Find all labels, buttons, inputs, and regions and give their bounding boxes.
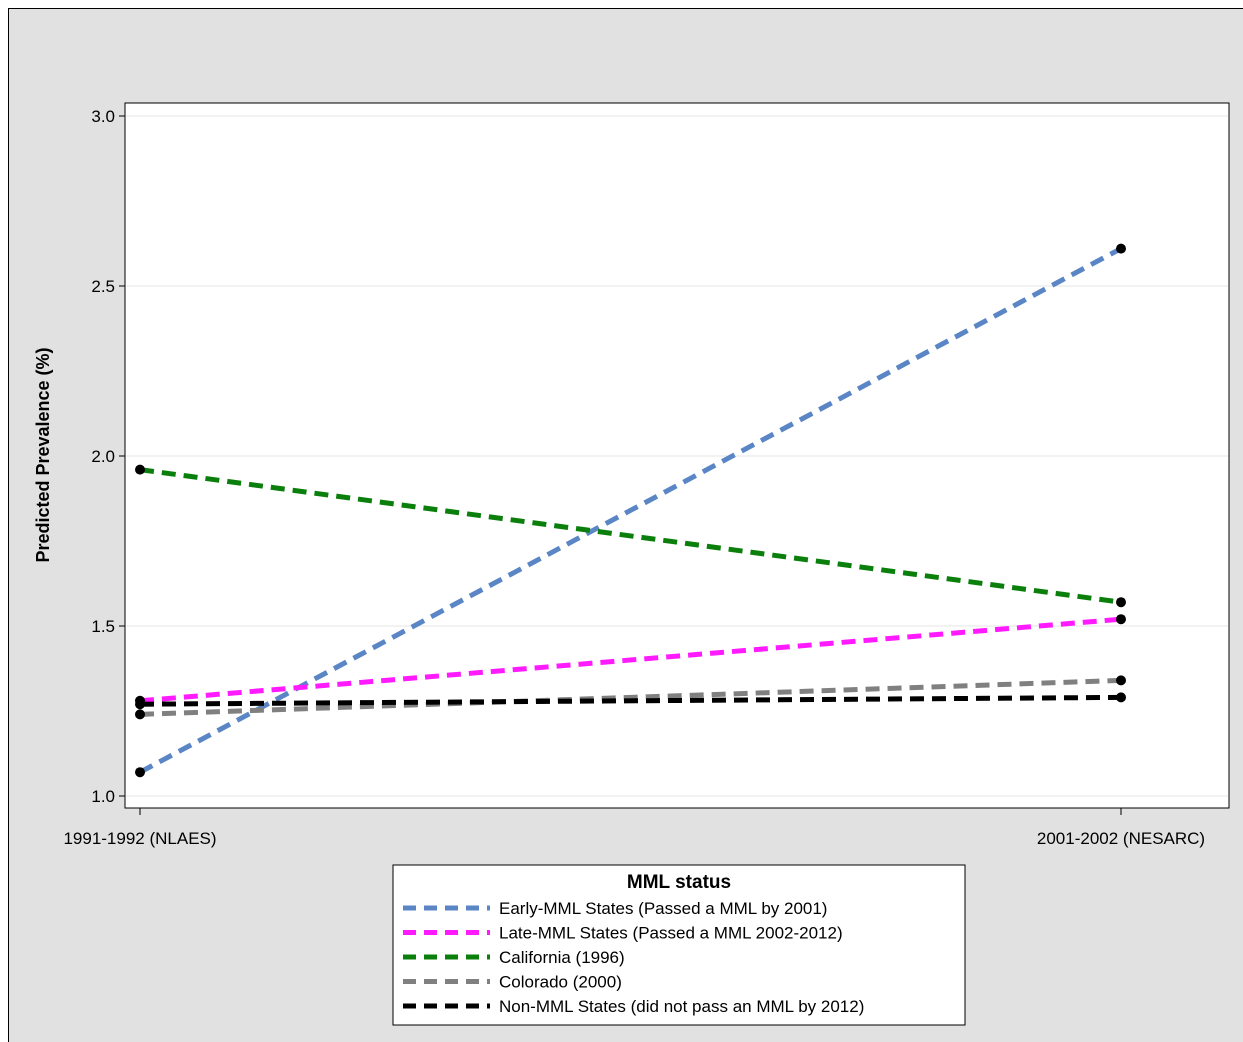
series-line-4 xyxy=(139,677,1122,717)
data-point xyxy=(135,699,145,710)
data-point xyxy=(135,709,145,720)
series-line-3 xyxy=(139,467,1122,605)
data-point xyxy=(1116,243,1126,254)
series-lines xyxy=(138,246,1123,775)
legend-label: Late-MML States (Passed a MML 2002-2012) xyxy=(499,924,843,943)
series-line-5 xyxy=(139,694,1122,707)
data-point xyxy=(1116,675,1126,686)
legend-label: Non-MML States (did not pass an MML by 2… xyxy=(499,997,864,1016)
legend-label: California (1996) xyxy=(499,948,625,967)
data-point xyxy=(135,464,145,475)
legend-label: Early-MML States (Passed a MML by 2001) xyxy=(499,899,827,918)
data-point xyxy=(1116,597,1126,608)
y-tick-label: 3.0 xyxy=(91,107,115,126)
data-point xyxy=(1116,692,1126,703)
y-tick-label: 2.5 xyxy=(91,277,115,296)
data-points xyxy=(135,243,1126,778)
data-point xyxy=(1116,614,1126,625)
x-axis: 1991-1992 (NLAES) 2001-2002 (NESARC) xyxy=(63,808,1205,848)
x-tick-label: 2001-2002 (NESARC) xyxy=(1037,829,1205,848)
legend-items: Early-MML States (Passed a MML by 2001) L… xyxy=(403,899,864,1016)
x-tick-label: 1991-1992 (NLAES) xyxy=(63,829,216,848)
legend-title: MML status xyxy=(627,872,731,893)
y-tick-label: 1.5 xyxy=(91,617,115,636)
y-tick-label: 2.0 xyxy=(91,447,115,466)
series-line-2 xyxy=(139,616,1122,704)
data-point xyxy=(135,767,145,778)
y-axis: 1.0 1.5 2.0 2.5 3.0 xyxy=(91,107,125,806)
y-axis-title: Predicted Prevalence (%) xyxy=(33,347,53,562)
legend-box xyxy=(392,864,966,1026)
y-tick-label: 1.0 xyxy=(91,787,115,806)
legend: MML status Early-MML States (Passed a MM… xyxy=(392,864,966,1026)
legend-label: Colorado (2000) xyxy=(499,973,622,992)
